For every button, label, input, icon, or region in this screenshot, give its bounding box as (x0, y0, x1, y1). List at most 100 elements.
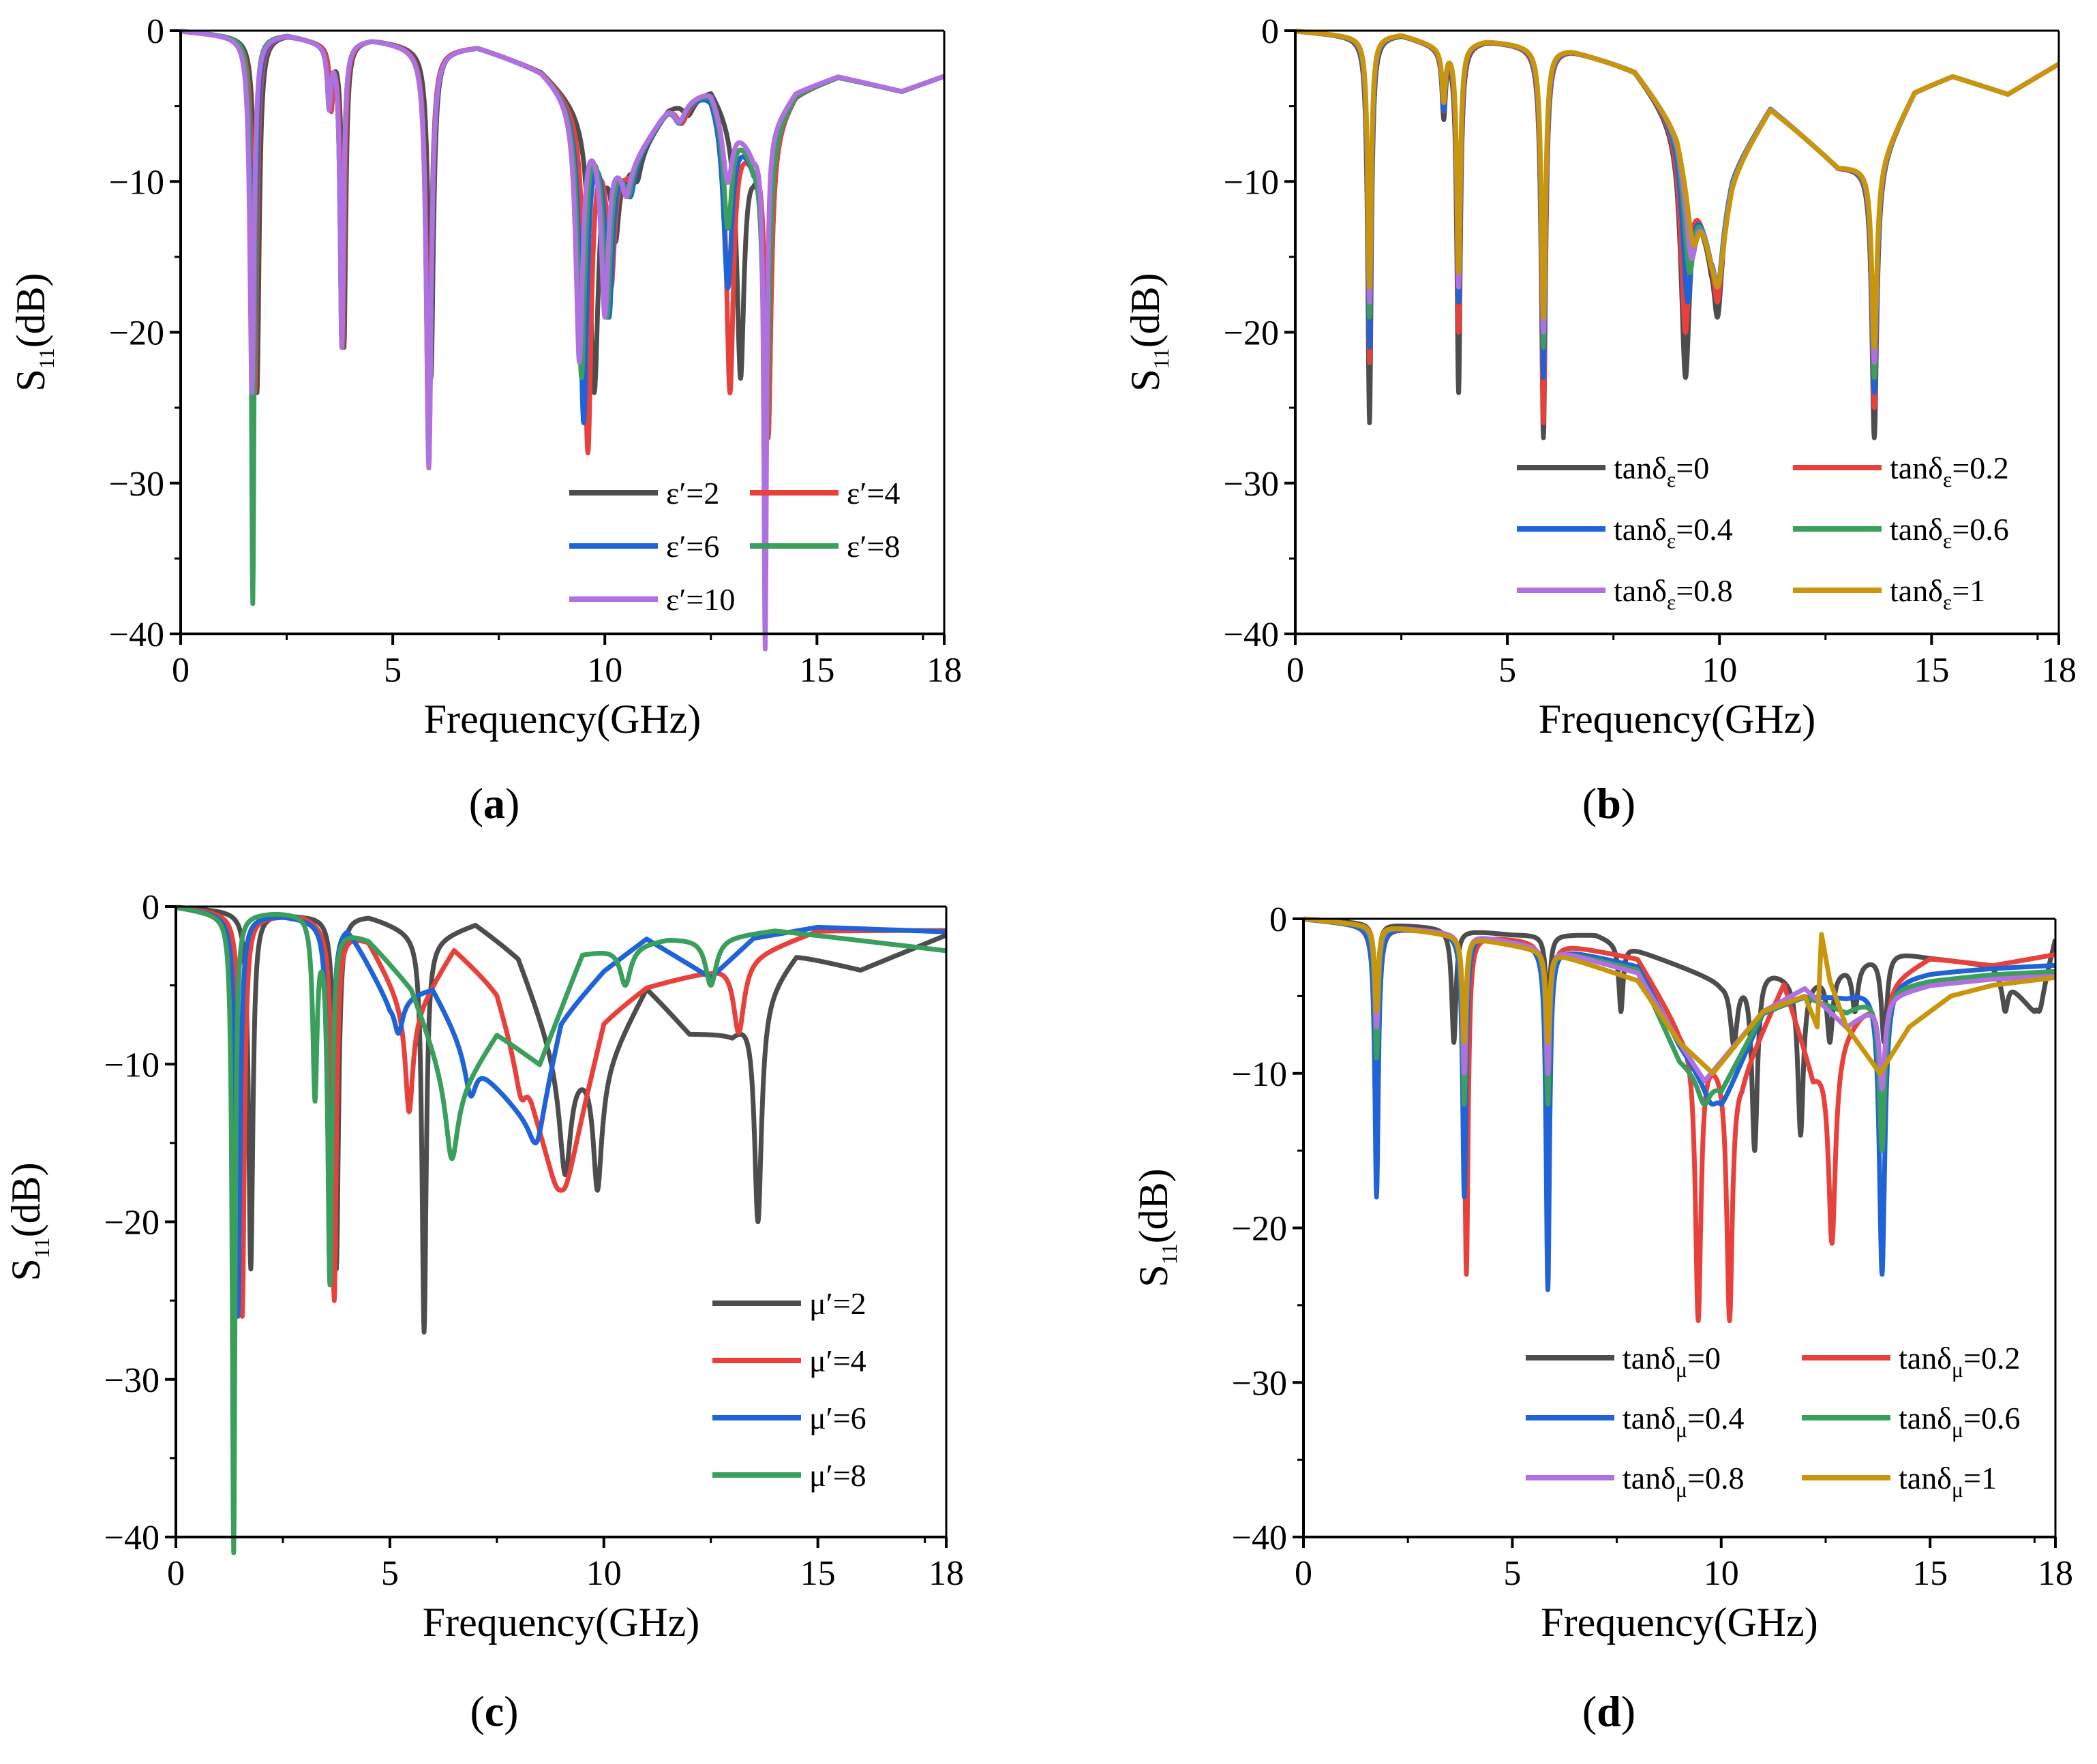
y-tick-label: −30 (1232, 1364, 1287, 1403)
x-tick-label: 0 (167, 1554, 185, 1593)
x-axis-label: Frequency(GHz) (423, 1600, 700, 1645)
y-tick-label: 0 (1269, 900, 1287, 939)
series-line-b-0 (1295, 29, 2059, 440)
legend-label: μ′=8 (809, 1458, 866, 1493)
y-axis-label-subscript: 11 (1149, 348, 1173, 369)
legend-label: μ′=2 (809, 1286, 866, 1321)
legend-label: ε′=10 (666, 582, 735, 617)
y-tick-label: 0 (147, 12, 164, 51)
x-tick-label: 18 (926, 651, 962, 690)
x-tick-label: 5 (1503, 1554, 1521, 1593)
y-axis-label: S11(dB) (1131, 1168, 1181, 1287)
y-tick-label: −30 (104, 1361, 160, 1400)
y-tick-label: −20 (1232, 1210, 1287, 1249)
y-tick-label: −30 (1224, 465, 1279, 504)
x-tick-label: 18 (2038, 1554, 2073, 1593)
legend-entry-c-3: μ′=8 (712, 1458, 866, 1493)
series-line-c-3 (176, 904, 946, 1555)
y-tick-label: −40 (109, 615, 164, 654)
y-tick-label: −20 (1224, 314, 1279, 353)
y-axis-label-subscript: 11 (34, 348, 59, 369)
x-tick-label: 0 (1295, 1554, 1312, 1593)
x-tick-label: 15 (799, 651, 834, 690)
legend-entry-d-4: tanδμ=0.8 (1526, 1461, 1744, 1502)
legend-entry-b-0: tanδε=0 (1517, 451, 1709, 491)
legend-label: μ′=4 (809, 1343, 866, 1378)
legend-entry-a-4: ε′=10 (569, 582, 735, 617)
x-tick-label: 15 (1914, 651, 1949, 690)
legend-label: tanδμ=1 (1899, 1461, 1997, 1502)
series-line-c-0 (176, 904, 946, 1335)
legend-entry-b-4: tanδε=0.8 (1517, 573, 1733, 614)
series-line-d-2 (1303, 917, 2055, 1292)
legend-label: tanδε=0.8 (1614, 573, 1733, 614)
y-tick-label: −10 (1224, 163, 1279, 202)
x-tick-label: 5 (1498, 651, 1516, 690)
x-tick-label: 5 (381, 1554, 399, 1593)
chart-b: 0−10−20−30−400 5 10 15 18Frequency(GHz)S11(d… (1123, 12, 2077, 827)
legend-label: tanδε=0.6 (1890, 512, 2009, 553)
y-tick-label: 0 (142, 888, 160, 927)
legend-entry-c-0: μ′=2 (712, 1286, 866, 1321)
chart-a: 0−10−20−30−400 5 10 15 18Frequency(GHz)S11(d… (8, 12, 962, 827)
chart-d: 0−10−20−30−400 5 10 15 18Frequency(GHz)S11(d… (1131, 900, 2073, 1735)
x-tick-label: 18 (2041, 651, 2077, 690)
chart-c: 0−10−20−30−400 5 10 15 18Frequency(GHz)S11(d… (3, 888, 964, 1735)
x-tick-label: 15 (800, 1554, 836, 1593)
series-line-b-5 (1295, 29, 2059, 350)
legend-entry-a-0: ε′=2 (569, 476, 719, 511)
legend-entry-a-2: ε′=6 (569, 529, 719, 564)
x-tick-label: 5 (384, 651, 402, 690)
series-line-d-5 (1303, 916, 2055, 1076)
x-tick-label: 10 (586, 1554, 622, 1593)
y-tick-label: −40 (1232, 1519, 1287, 1557)
y-tick-label: −30 (109, 465, 164, 504)
series-line-c-1 (176, 905, 946, 1319)
legend-entry-b-5: tanδε=1 (1793, 573, 1985, 614)
legend-entry-b-2: tanδε=0.4 (1517, 512, 1733, 553)
legend-label: tanδε=0.4 (1614, 512, 1733, 553)
legend-entry-b-1: tanδε=0.2 (1793, 451, 2009, 491)
legend-entry-a-1: ε′=4 (750, 476, 900, 511)
legend-label: tanδμ=0.8 (1623, 1461, 1744, 1502)
x-axis-label: Frequency(GHz) (424, 697, 701, 742)
legend-label: ε′=2 (666, 476, 719, 511)
panel-label: (d) (1582, 1687, 1635, 1735)
y-tick-label: −20 (104, 1204, 160, 1243)
panel-label: (b) (1582, 779, 1635, 827)
y-tick-label: −10 (109, 163, 164, 202)
legend-entry-d-3: tanδμ=0.6 (1802, 1401, 2020, 1442)
x-tick-label: 15 (1912, 1554, 1948, 1593)
legend-label: ε′=4 (847, 476, 900, 511)
legend-entry-c-1: μ′=4 (712, 1343, 866, 1378)
x-tick-label: 10 (1702, 651, 1737, 690)
y-axis-label-subscript: 11 (1157, 1243, 1181, 1264)
legend-label: μ′=6 (809, 1401, 866, 1435)
series-line-a-3 (181, 29, 944, 607)
legend-entry-d-5: tanδμ=1 (1802, 1461, 1997, 1502)
legend-label: tanδμ=0.4 (1623, 1401, 1744, 1442)
legend-label: tanδμ=0 (1623, 1341, 1721, 1382)
legend-entry-b-3: tanδε=0.6 (1793, 512, 2009, 553)
y-tick-label: 0 (1261, 12, 1279, 51)
panel-label: (c) (470, 1687, 518, 1735)
x-axis-label: Frequency(GHz) (1541, 1600, 1818, 1645)
legend-label: ε′=8 (847, 529, 900, 564)
legend-label: tanδε=0 (1614, 451, 1709, 491)
legend-entry-a-3: ε′=8 (750, 529, 900, 564)
y-axis-label-subscript: 11 (29, 1237, 54, 1258)
y-axis-label: S11(dB) (1123, 273, 1173, 391)
legend-entry-d-0: tanδμ=0 (1526, 1341, 1721, 1382)
x-tick-label: 0 (1286, 651, 1304, 690)
series-line-a-4 (181, 29, 944, 652)
legend-entry-d-2: tanδμ=0.4 (1526, 1401, 1744, 1442)
y-tick-label: −40 (104, 1519, 160, 1557)
y-axis-label: S11(dB) (3, 1162, 54, 1281)
legend-label: tanδμ=0.2 (1899, 1341, 2020, 1382)
legend-entry-c-2: μ′=6 (712, 1401, 866, 1435)
series-line-a-0 (181, 29, 944, 440)
legend-label: tanδε=0.2 (1890, 451, 2009, 491)
legend-label: tanδμ=0.6 (1899, 1401, 2020, 1442)
y-tick-label: −10 (1232, 1055, 1287, 1094)
x-tick-label: 10 (587, 651, 622, 690)
